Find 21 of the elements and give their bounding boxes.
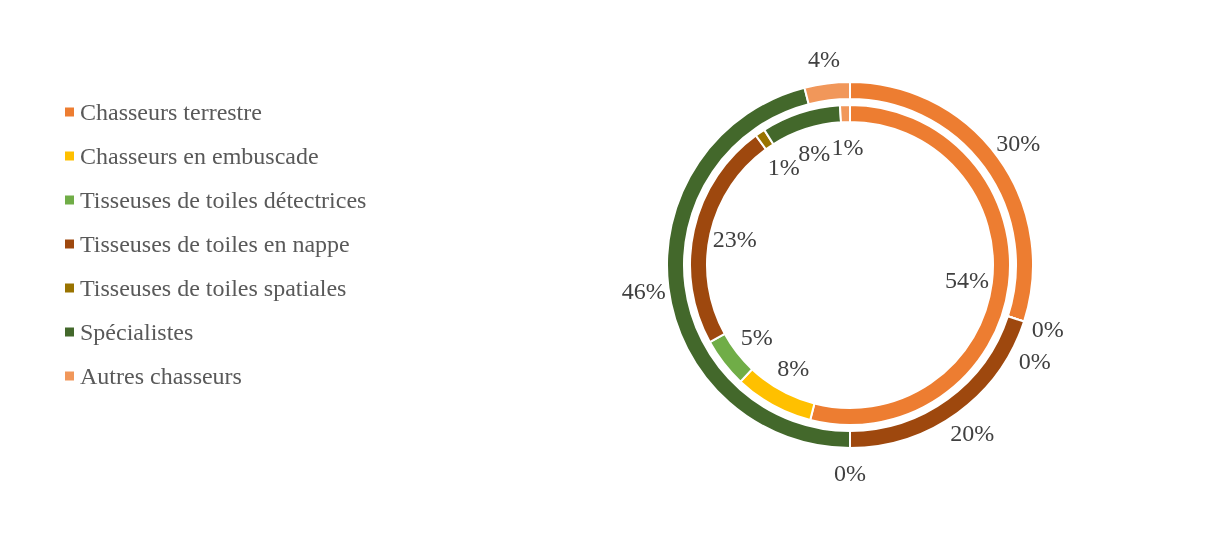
data-label: 8% xyxy=(798,139,831,166)
data-label: 30% xyxy=(996,129,1041,156)
legend-label: Tisseuses de toiles spatiales xyxy=(80,275,347,301)
data-label: 46% xyxy=(621,278,666,305)
legend-label: Tisseuses de toiles détectrices xyxy=(80,187,367,213)
text: 0% xyxy=(1031,316,1064,343)
data-label: 1% xyxy=(831,134,864,161)
data-label: 23% xyxy=(712,226,757,253)
data-label: 8% xyxy=(777,355,810,382)
text: 0% xyxy=(1018,347,1051,374)
text: 0% xyxy=(834,460,866,486)
legend-label: Chasseurs terrestre xyxy=(80,99,262,125)
data-label: 5% xyxy=(740,324,773,351)
data-label: 20% xyxy=(950,420,995,447)
data-label: 54% xyxy=(945,266,990,293)
data-label: 4% xyxy=(807,45,840,72)
legend-label: Autres chasseurs xyxy=(80,363,242,389)
legend-label: Chasseurs en embuscade xyxy=(80,143,319,169)
legend-label: Spécialistes xyxy=(80,319,194,345)
data-label: 1% xyxy=(767,154,800,181)
legend-label: Tisseuses de toiles en nappe xyxy=(80,231,350,257)
